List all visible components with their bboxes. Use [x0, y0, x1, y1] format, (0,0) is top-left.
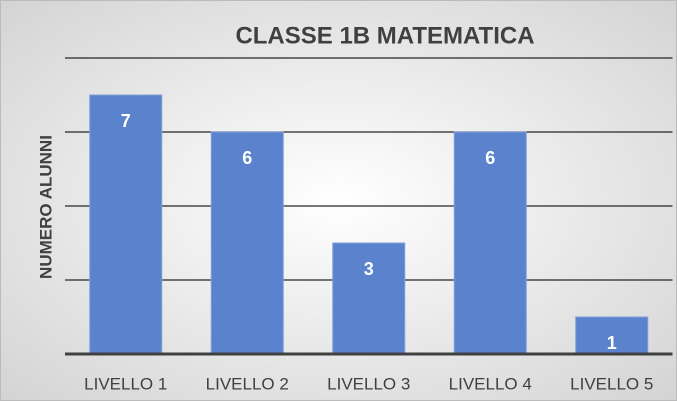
x-tick-label: LIVELLO 3	[327, 374, 410, 393]
data-label: 6	[485, 148, 495, 168]
bar	[332, 242, 406, 355]
x-tick-label: LIVELLO 1	[84, 374, 167, 393]
chart-title: CLASSE 1B MATEMATICA	[235, 22, 534, 49]
data-label: 1	[607, 333, 617, 353]
bar	[89, 94, 163, 355]
x-tick-label: LIVELLO 4	[449, 374, 532, 393]
bar	[575, 316, 649, 355]
x-tick-label: LIVELLO 2	[206, 374, 289, 393]
y-axis-label: NUMERO ALUNNI	[36, 135, 55, 279]
data-label: 6	[242, 148, 252, 168]
bar	[453, 131, 527, 355]
data-label: 3	[364, 259, 374, 279]
x-tick-label: LIVELLO 5	[570, 374, 653, 393]
data-label: 7	[121, 111, 131, 131]
